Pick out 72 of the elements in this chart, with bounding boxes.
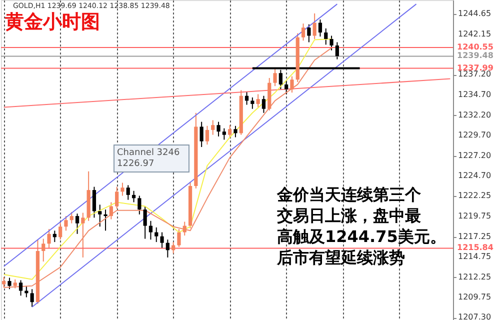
y-tick-label: 1227.20	[458, 150, 492, 160]
candlestick	[182, 221, 186, 236]
candlestick	[143, 206, 147, 240]
candlestick	[115, 186, 119, 210]
candlestick	[234, 125, 238, 138]
candlestick	[138, 195, 142, 215]
annotation: 高触及1244.75美元。	[277, 227, 446, 246]
candlestick	[228, 124, 232, 139]
ref-line-label: 1240.55	[457, 42, 494, 52]
y-tick-label: 1214.75	[458, 252, 492, 262]
candlestick	[330, 35, 334, 51]
candlestick	[30, 288, 34, 308]
y-tick-label: 1224.70	[458, 171, 492, 180]
candlestick	[18, 280, 23, 296]
candlestick	[301, 23, 306, 42]
y-tick-label: 1222.25	[458, 191, 492, 200]
candlestick	[70, 211, 74, 224]
y-tick-label: 1217.25	[458, 232, 492, 241]
candlestick	[250, 96, 254, 110]
ref-line-label: 1237.99	[457, 63, 494, 72]
ref-line-label: 1239.48	[457, 51, 494, 60]
candlestick	[120, 182, 124, 196]
candlestick	[126, 184, 130, 200]
candlestick	[42, 238, 46, 262]
candlestick	[262, 95, 266, 114]
candlestick	[273, 68, 277, 87]
candlestick	[148, 220, 153, 240]
candlestick	[290, 76, 294, 94]
candlestick	[98, 204, 102, 228]
candlestick	[160, 232, 164, 250]
candlestick	[307, 24, 311, 43]
candlestick	[211, 120, 215, 136]
candlestick	[92, 186, 96, 218]
y-tick-label: 1229.70	[458, 130, 492, 140]
candlestick	[47, 228, 51, 250]
candlestick	[64, 216, 68, 232]
candlestick	[216, 121, 220, 137]
candlestick	[81, 212, 85, 258]
y-tick-label: 1244.65	[458, 9, 492, 18]
annotation: 后市有望延续涨势	[276, 248, 405, 267]
annotation: 交易日上涨，盘中最	[276, 206, 421, 225]
candlestick	[75, 213, 80, 234]
text: 黄金小时图	[4, 11, 100, 33]
candlestick	[318, 18, 322, 38]
candlestick	[172, 242, 176, 254]
y-tick-label: 1232.20	[458, 110, 492, 120]
candlestick	[104, 209, 108, 232]
candlestick	[222, 128, 226, 140]
candlestick	[256, 94, 260, 108]
candlestick	[324, 28, 328, 46]
candlestick	[335, 42, 339, 60]
annotation: Channel 3246 1226.97	[117, 148, 180, 169]
candlestick	[154, 226, 158, 243]
candlestick	[244, 91, 249, 106]
candlestick	[8, 277, 12, 290]
candlestick	[109, 202, 113, 220]
candlestick	[312, 12, 316, 40]
y-tick-label: 1237.20	[458, 70, 492, 79]
candlestick	[284, 80, 288, 95]
y-tick-label: 1242.15	[458, 30, 492, 39]
y-tick-label: 1209.75	[458, 292, 492, 302]
y-tick-label: 1219.75	[458, 211, 492, 220]
y-tick-label: 1212.25	[458, 272, 492, 282]
y-tick-label: 1207.30	[458, 312, 492, 320]
candlestick	[166, 239, 170, 258]
annotation: 金价当天连续第三个	[276, 185, 422, 204]
candlestick	[177, 228, 181, 248]
candlestick	[200, 121, 204, 148]
y-tick-label: 1234.70	[458, 90, 492, 100]
ref-line-label: 1215.84	[457, 243, 494, 252]
candlestick	[205, 125, 210, 146]
candlestick	[58, 222, 62, 240]
